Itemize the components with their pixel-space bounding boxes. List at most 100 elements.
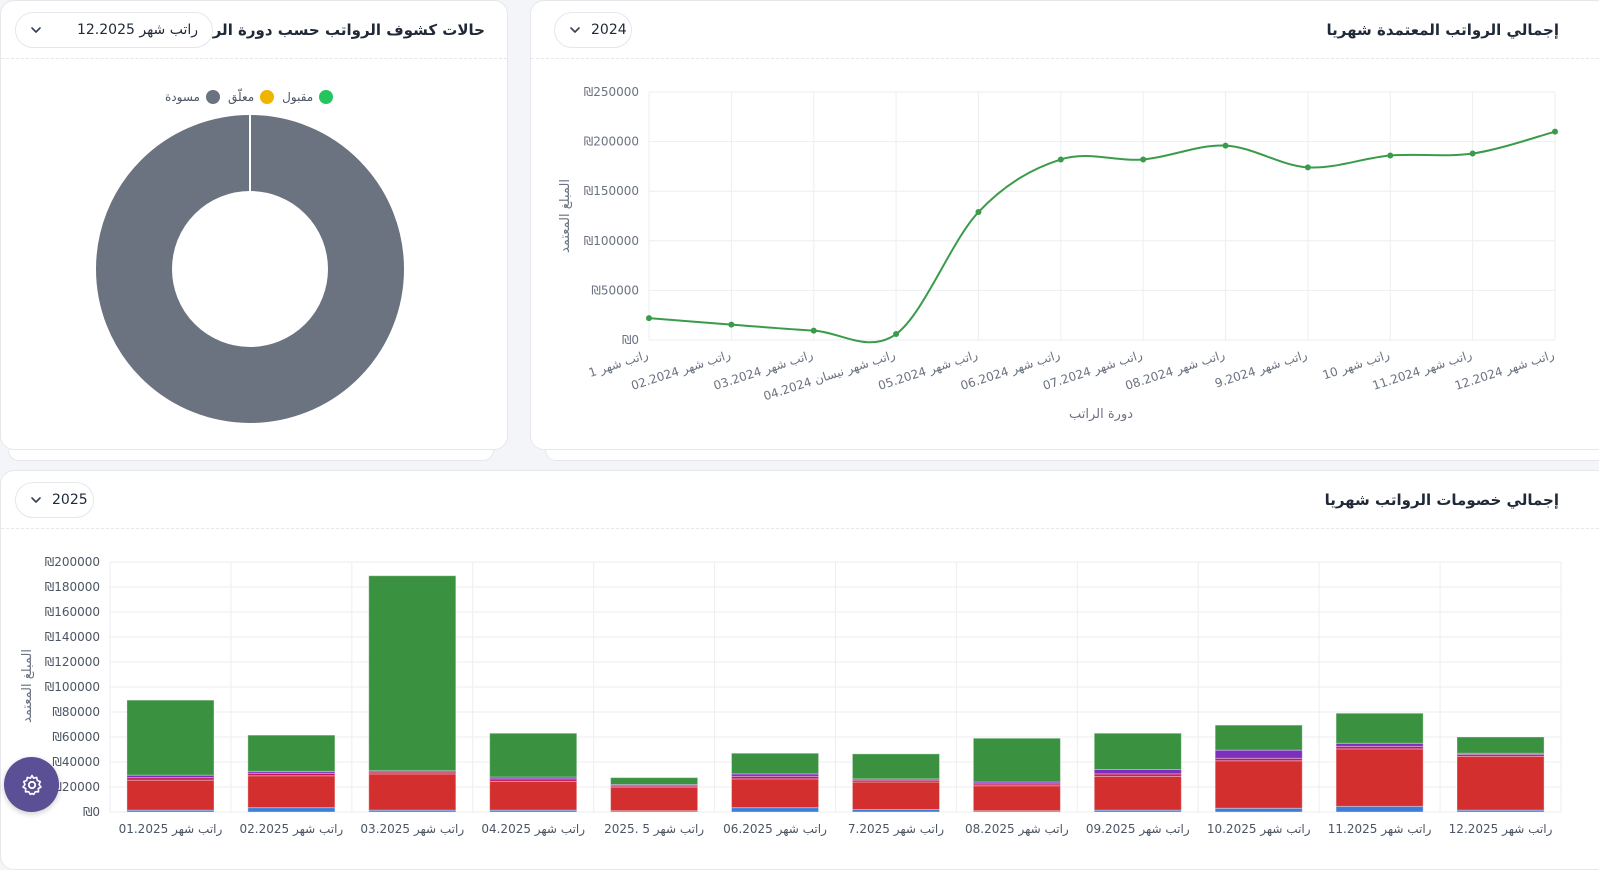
legend-item-draft[interactable]: مسودة	[165, 90, 220, 104]
legend-dot-draft	[205, 90, 220, 104]
x-tick-label: راتب شهر 9.2024	[1213, 347, 1309, 391]
bar-segment-green	[126, 699, 215, 776]
legend-dot-approved	[319, 90, 334, 104]
donut-legend: مسودة معلّق مقبول	[165, 90, 334, 104]
y-tick-label: ₪180000	[45, 580, 100, 594]
bar-segment-red	[1214, 760, 1303, 809]
bar-segment-red	[851, 781, 940, 810]
y-tick-label: ₪120000	[45, 655, 100, 669]
bar-segment-red	[1093, 775, 1182, 811]
bar-segment-green	[247, 734, 336, 772]
payroll-status-title: حالات كشوف الرواتب حسب دورة الرواتب	[176, 21, 485, 39]
data-point	[810, 327, 817, 334]
x-tick-label: راتب شهر 01.2025	[119, 822, 223, 837]
y-tick-label: ₪140000	[45, 630, 100, 644]
card-shadow	[545, 450, 1599, 461]
x-tick-label: راتب شهر 12.2025	[1449, 822, 1553, 837]
payroll-cycle-dropdown[interactable]: راتب شهر 12.2025	[15, 12, 213, 48]
card-shadow	[8, 450, 494, 461]
payroll-cycle-value: راتب شهر 12.2025	[76, 22, 198, 38]
y-tick-label: ₪80000	[52, 705, 100, 719]
y-tick-label: ₪40000	[52, 755, 100, 769]
bar-segment-blue	[731, 807, 820, 813]
y-tick-label: ₪20000	[52, 780, 100, 794]
x-tick-label: راتب شهر 09.2025	[1086, 822, 1190, 837]
payroll-status-card: حالات كشوف الرواتب حسب دورة الرواتب راتب…	[0, 0, 508, 450]
settings-button[interactable]	[4, 757, 59, 812]
chevron-down-icon	[31, 497, 41, 503]
x-tick-label: راتب شهر 06.2025	[723, 822, 827, 837]
x-tick-label: راتب شهر 5 .2025	[604, 822, 704, 837]
approved-salaries-title: إجمالي الرواتب المعتمدة شهريا	[1326, 21, 1559, 39]
bar-segment-red	[731, 778, 820, 809]
x-tick-label: راتب شهر 04.2025	[481, 822, 585, 837]
x-tick-label: راتب شهر 02.2025	[240, 822, 344, 837]
bar-segment-red	[126, 779, 215, 811]
bar-segment-red	[489, 780, 578, 811]
legend-label-pending: معلّق	[227, 90, 255, 104]
gear-icon	[21, 774, 42, 795]
bar-segment-blue	[1335, 805, 1424, 813]
bar-segment-green	[851, 753, 940, 780]
y-tick-label: ₪200000	[584, 135, 639, 149]
data-point	[1222, 142, 1229, 149]
data-point	[646, 315, 652, 322]
bar-segment-green	[368, 575, 457, 772]
bar-segment-blue	[247, 807, 336, 813]
bar-segment-purple	[1093, 769, 1182, 775]
x-tick-label: راتب شهر 10.2025	[1207, 822, 1311, 837]
data-point	[1387, 152, 1394, 159]
approved-salaries-card: إجمالي الرواتب المعتمدة شهريا 2024 ₪0 ₪50…	[530, 0, 1599, 450]
chevron-down-icon	[570, 27, 580, 33]
deductions-title: إجمالي خصومات الرواتب شهريا	[1324, 491, 1559, 509]
x-axis-title: دورة الراتب	[1069, 407, 1133, 422]
bar-segment-green	[1214, 724, 1303, 751]
approved-year-value: 2024	[591, 22, 627, 38]
data-point	[893, 331, 900, 338]
legend-item-approved[interactable]: مقبول	[282, 90, 334, 104]
bar-segment-red	[1456, 755, 1545, 811]
legend-dot-pending	[260, 90, 275, 104]
x-tick-label: راتب شهر 7.2025	[848, 822, 944, 837]
y-tick-label: ₪0	[622, 333, 639, 347]
data-point	[1140, 156, 1147, 163]
y-tick-label: ₪160000	[45, 605, 100, 619]
deductions-year-dropdown[interactable]: 2025	[15, 482, 94, 518]
y-axis-title: المبلغ المعتمد	[558, 179, 573, 253]
x-tick-label: راتب شهر 03.2025	[360, 822, 464, 837]
y-tick-label: ₪100000	[584, 234, 639, 248]
y-tick-label: ₪0	[83, 805, 100, 819]
y-tick-label: ₪60000	[52, 730, 100, 744]
bar-segment-blue	[1214, 807, 1303, 813]
legend-item-pending[interactable]: معلّق	[227, 90, 275, 104]
approved-salaries-line-chart: ₪0 ₪50000 ₪100000 ₪150000 ₪200000 ₪250000 راتب…	[558, 85, 1558, 422]
data-point	[1057, 156, 1064, 163]
x-tick-label: راتب شهر 08.2025	[965, 822, 1069, 837]
y-tick-label: ₪100000	[45, 680, 100, 694]
payroll-status-donut-chart	[96, 115, 404, 423]
y-tick-label: ₪250000	[584, 85, 639, 99]
bar-segment-green	[1335, 712, 1424, 744]
bar-segment-green	[489, 732, 578, 778]
bar-segment-purple	[1214, 749, 1303, 759]
bar-segment-green	[972, 737, 1061, 783]
bar-segment-green	[731, 752, 820, 775]
bar-segment-red	[368, 773, 457, 811]
deductions-year-value: 2025	[52, 492, 88, 508]
chevron-down-icon	[31, 27, 41, 33]
bar-segment-green	[1456, 736, 1545, 754]
data-point	[1469, 150, 1476, 157]
data-point	[975, 209, 982, 216]
series-line	[648, 130, 1556, 344]
bar-segment-red	[972, 785, 1061, 812]
approved-year-dropdown[interactable]: 2024	[554, 12, 632, 48]
legend-label-draft: مسودة	[165, 90, 200, 104]
card-divider	[531, 58, 1599, 59]
data-point	[1552, 128, 1558, 135]
bar-segment-green	[610, 777, 699, 785]
y-tick-label: ₪200000	[45, 555, 100, 569]
y-tick-label: ₪150000	[584, 184, 639, 198]
deductions-bar-chart: ₪0 ₪20000 ₪40000 ₪60000 ₪80000 ₪100000 ₪120000…	[20, 555, 1562, 837]
y-tick-label: ₪50000	[591, 283, 639, 297]
data-point	[728, 321, 735, 328]
